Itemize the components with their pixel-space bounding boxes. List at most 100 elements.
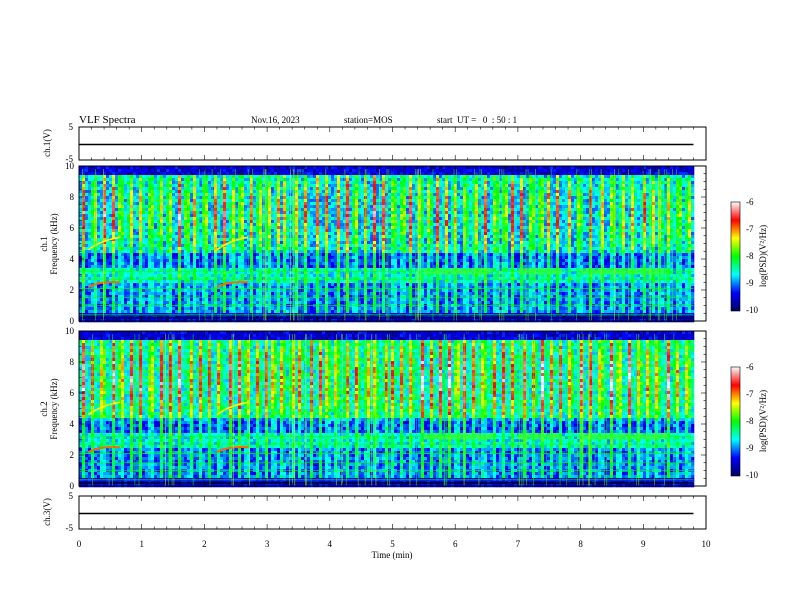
- spectrogram-cell: [88, 205, 91, 208]
- spectrogram-cell: [91, 190, 94, 193]
- spectrogram-cell: [118, 259, 121, 262]
- spectrogram-cell: [184, 235, 187, 238]
- spectrogram-cell: [166, 250, 169, 253]
- spectrogram-cell: [160, 205, 163, 208]
- spectrogram-cell: [157, 190, 160, 193]
- spectrogram-cell: [118, 232, 121, 235]
- spectrogram-cell: [124, 178, 127, 181]
- spectrogram-cell: [187, 307, 190, 310]
- spectrogram-cell: [169, 181, 172, 184]
- spectrogram-cell: [172, 241, 175, 244]
- spectrogram-cell: [142, 226, 145, 229]
- spectrogram-cell: [139, 298, 142, 301]
- spectrogram-cell: [118, 229, 121, 232]
- spectrogram-cell: [166, 259, 169, 262]
- spectrogram-cell: [118, 301, 121, 304]
- spectrogram-cell: [127, 187, 130, 190]
- spectrogram-cell: [130, 280, 133, 283]
- spectrogram-cell: [85, 226, 88, 229]
- spectrogram-cell: [115, 268, 118, 271]
- ch1-spectrogram-image: [79, 166, 694, 322]
- spectrogram-cell: [115, 283, 118, 286]
- spectrogram-cell: [127, 211, 130, 214]
- spectrogram-cell: [133, 274, 136, 277]
- spectrogram-cell: [154, 193, 157, 196]
- spectrogram-cell: [154, 205, 157, 208]
- spectrogram-cell: [151, 253, 154, 256]
- spectrogram-cell: [163, 274, 166, 277]
- spectrogram-cell: [157, 223, 160, 226]
- spectrogram-cell: [121, 256, 124, 259]
- spectrogram-cell: [121, 292, 124, 295]
- spectrogram-cell: [127, 238, 130, 241]
- spectrogram-cell: [181, 268, 184, 271]
- spectrogram-cell: [112, 208, 115, 211]
- spectrogram-cell: [142, 229, 145, 232]
- spectrogram-cell: [85, 217, 88, 220]
- spectrogram-cell: [151, 307, 154, 310]
- spectrogram-cell: [151, 178, 154, 181]
- spectrogram-cell: [175, 184, 178, 187]
- spectrogram-cell: [175, 244, 178, 247]
- spectrogram-cell: [115, 253, 118, 256]
- spectrogram-cell: [154, 190, 157, 193]
- spectrogram-cell: [115, 262, 118, 265]
- spectrogram-cell: [157, 247, 160, 250]
- spectrogram-cell: [136, 202, 139, 205]
- spectrogram-cell: [187, 244, 190, 247]
- spectrogram-cell: [121, 301, 124, 304]
- spectrogram-cell: [181, 292, 184, 295]
- spectrogram-cell: [136, 217, 139, 220]
- spectrogram-cell: [151, 256, 154, 259]
- spectrogram-cell: [160, 247, 163, 250]
- spectrogram-cell: [109, 307, 112, 310]
- spectrogram-cell: [160, 265, 163, 268]
- spectrogram-cell: [187, 181, 190, 184]
- spectrogram-cell: [151, 283, 154, 286]
- spectrogram-cell: [172, 256, 175, 259]
- spectrogram-cell: [139, 172, 142, 175]
- spectrogram-cell: [160, 178, 163, 181]
- spectrogram-cell: [112, 244, 115, 247]
- spectrogram-cell: [154, 244, 157, 247]
- spectrogram-cell: [157, 205, 160, 208]
- spectrogram-cell: [106, 181, 109, 184]
- spectrogram-cell: [151, 274, 154, 277]
- spectrogram-cell: [106, 265, 109, 268]
- spectrogram-cell: [184, 259, 187, 262]
- spectrogram-cell: [151, 301, 154, 304]
- spectrogram-cell: [106, 190, 109, 193]
- spectrogram-cell: [187, 223, 190, 226]
- spectrogram-cell: [187, 283, 190, 286]
- spectrogram-cell: [124, 193, 127, 196]
- spectrogram-cell: [121, 250, 124, 253]
- spectrogram-cell: [97, 172, 100, 175]
- spectrogram-cell: [88, 262, 91, 265]
- spectrogram-cell: [124, 208, 127, 211]
- spectrogram-cell: [130, 217, 133, 220]
- spectrogram-cell: [169, 199, 172, 202]
- spectrogram-cell: [157, 193, 160, 196]
- spectrogram-cell: [169, 193, 172, 196]
- spectrogram-cell: [172, 268, 175, 271]
- spectrogram-cell: [172, 280, 175, 283]
- spectrogram-cell: [130, 187, 133, 190]
- spectrogram-cell: [112, 247, 115, 250]
- spectrogram-cell: [91, 172, 94, 175]
- spectrogram-cell: [148, 301, 151, 304]
- spectrogram-cell: [91, 208, 94, 211]
- spectrogram-cell: [175, 232, 178, 235]
- spectrogram-cell: [112, 184, 115, 187]
- spectrogram-cell: [88, 241, 91, 244]
- spectrogram-cell: [109, 190, 112, 193]
- spectrogram-cell: [151, 205, 154, 208]
- spectrogram-cell: [145, 223, 148, 226]
- spectrogram-cell: [145, 205, 148, 208]
- spectrogram-cell: [97, 223, 100, 226]
- spectrogram-cell: [88, 298, 91, 301]
- spectrogram-cell: [139, 310, 142, 313]
- spectrogram-cell: [136, 247, 139, 250]
- spectrogram-cell: [187, 280, 190, 283]
- spectrogram-cell: [118, 283, 121, 286]
- spectrogram-cell: [181, 265, 184, 268]
